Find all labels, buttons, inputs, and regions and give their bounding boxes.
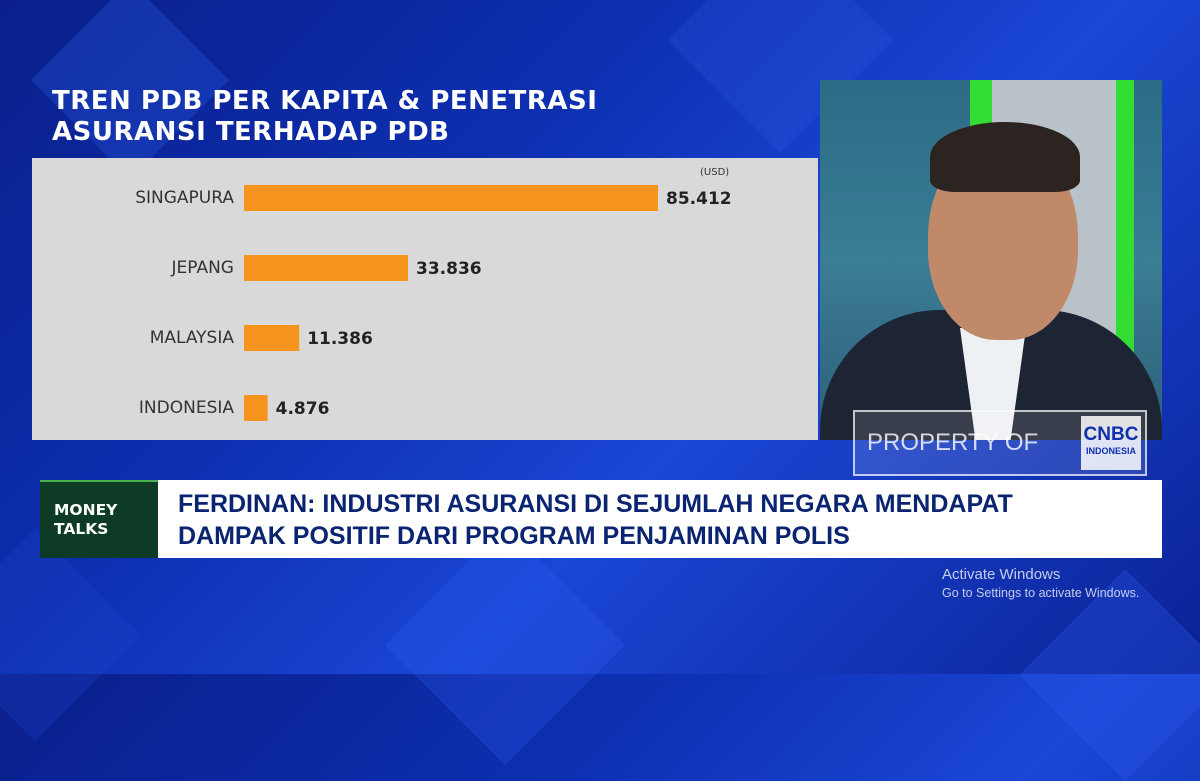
- headline-line2: DAMPAK POSITIF DARI PROGRAM PENJAMINAN P…: [178, 522, 850, 550]
- cnbc-logo: CNBC INDONESIA: [1081, 416, 1141, 470]
- activate-windows-notice: Activate Windows Go to Settings to activ…: [942, 566, 1139, 600]
- category-label: INDONESIA: [139, 398, 234, 418]
- category-label: SINGAPURA: [135, 188, 234, 208]
- logo-line1: CNBC: [1083, 424, 1139, 445]
- chart-title: TREN PDB PER KAPITA & PENETRASI ASURANSI…: [52, 86, 597, 148]
- badge-line1: MONEY: [54, 501, 118, 519]
- speaker-video: [820, 80, 1162, 440]
- unit-label: (USD): [700, 167, 729, 178]
- background-shape: [384, 524, 626, 766]
- bar: [244, 185, 658, 211]
- activate-title: Activate Windows: [942, 566, 1061, 583]
- background-shape: [1018, 568, 1200, 781]
- speaker-hair: [930, 122, 1080, 192]
- value-label: 33.836: [416, 259, 482, 279]
- value-label: 4.876: [276, 399, 330, 419]
- chart-title-line2: ASURANSI TERHADAP PDB: [52, 117, 450, 147]
- category-label: MALAYSIA: [150, 328, 235, 348]
- headline-line1: FERDINAN: INDUSTRI ASURANSI DI SEJUMLAH …: [178, 490, 1013, 518]
- activate-subtitle: Go to Settings to activate Windows.: [942, 586, 1140, 600]
- bar: [244, 255, 409, 281]
- bar: [244, 325, 300, 351]
- studio-light: [1116, 80, 1134, 360]
- logo-line2: INDONESIA: [1085, 446, 1136, 456]
- bar-chart: (USD) SINGAPURA 85.412 JEPANG 33.836 MALAYSIA…: [135, 167, 732, 421]
- bar: [244, 395, 268, 421]
- bar-chart-panel: (USD) SINGAPURA 85.412 JEPANG 33.836 MALAYSIA…: [32, 158, 818, 440]
- property-watermark: PROPERTY OF CNBC INDONESIA: [853, 410, 1147, 476]
- chart-title-line1: TREN PDB PER KAPITA & PENETRASI: [52, 86, 598, 116]
- category-label: JEPANG: [171, 258, 234, 278]
- value-label: 85.412: [666, 189, 732, 209]
- watermark-text: PROPERTY OF: [867, 429, 1039, 456]
- badge-line2: TALKS: [54, 520, 109, 538]
- value-label: 11.386: [307, 329, 373, 349]
- background-shape: [0, 528, 142, 742]
- program-badge: MONEY TALKS: [40, 480, 158, 558]
- news-headline: FERDINAN: INDUSTRI ASURANSI DI SEJUMLAH …: [158, 480, 1162, 558]
- lower-third: MONEY TALKS FERDINAN: INDUSTRI ASURANSI …: [40, 480, 1162, 558]
